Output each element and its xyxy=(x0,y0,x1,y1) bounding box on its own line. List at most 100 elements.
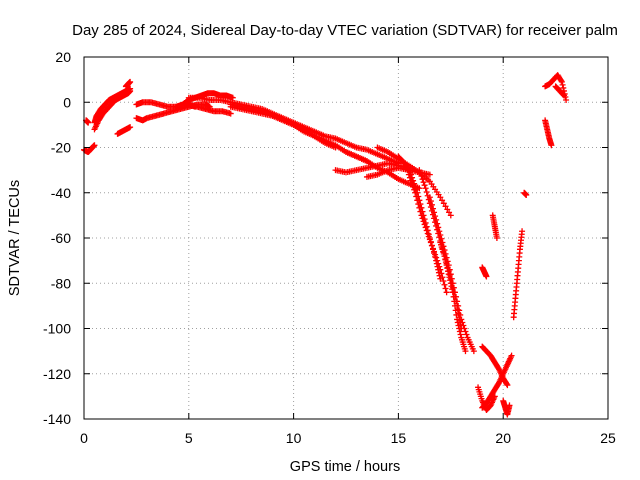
x-tick-label: 0 xyxy=(80,430,88,446)
series-arc-z xyxy=(475,384,498,413)
data-point xyxy=(406,174,413,181)
data-point xyxy=(420,179,427,186)
series-arc-v xyxy=(479,264,490,280)
data-point xyxy=(451,302,458,309)
data-point xyxy=(91,142,98,149)
data-point xyxy=(442,256,449,263)
y-tick-label: -100 xyxy=(43,321,71,337)
series-arc-u xyxy=(449,289,469,355)
y-tick-label: -120 xyxy=(43,366,71,382)
y-tick-label: -80 xyxy=(51,275,71,291)
data-point xyxy=(439,197,446,204)
data-point xyxy=(493,235,500,241)
data-point xyxy=(519,228,526,235)
data-point xyxy=(447,277,454,284)
series-arc-x xyxy=(479,343,511,389)
data-point xyxy=(548,142,555,149)
chart-title: Day 285 of 2024, Sidereal Day-to-day VTE… xyxy=(72,22,618,39)
data-point xyxy=(127,78,134,85)
data-point xyxy=(422,185,429,192)
series-arc-w xyxy=(489,212,500,241)
y-tick-label: -60 xyxy=(51,230,71,246)
data-point xyxy=(491,393,498,400)
data-point xyxy=(434,257,441,264)
series-arc-ad xyxy=(542,117,555,149)
data-point xyxy=(417,170,424,177)
y-tick-label: -40 xyxy=(51,185,71,201)
data-point xyxy=(416,204,423,211)
data-point xyxy=(444,265,451,272)
data-point xyxy=(426,194,433,201)
data-point xyxy=(560,91,567,98)
data-point xyxy=(438,235,445,242)
axis-ticks-layer xyxy=(83,56,609,420)
data-marks-layer xyxy=(81,72,570,418)
y-axis-title: SDTVAR / TECUs xyxy=(7,180,23,296)
data-point xyxy=(432,251,439,258)
data-point xyxy=(426,171,433,178)
data-point xyxy=(442,285,449,292)
data-point xyxy=(421,221,428,228)
data-point xyxy=(463,331,470,338)
data-point xyxy=(332,144,339,151)
series-arc-j xyxy=(185,101,234,117)
data-point xyxy=(504,382,511,389)
data-point xyxy=(414,197,421,204)
data-point xyxy=(503,380,510,387)
data-point xyxy=(417,208,424,215)
data-point xyxy=(411,186,418,193)
data-point xyxy=(448,283,455,290)
series-arc-ab xyxy=(510,228,526,321)
data-point xyxy=(559,81,566,88)
data-point xyxy=(85,119,92,126)
data-point xyxy=(447,280,454,287)
data-point xyxy=(428,242,435,249)
series-arc-g xyxy=(173,90,236,110)
x-tick-label: 5 xyxy=(185,430,193,446)
data-point xyxy=(427,198,434,205)
data-point xyxy=(462,328,469,335)
data-point xyxy=(441,253,448,260)
data-point xyxy=(420,218,427,225)
data-point xyxy=(443,289,450,296)
data-point xyxy=(443,262,450,269)
data-point xyxy=(433,254,440,261)
series-arc-ac xyxy=(521,189,530,199)
data-point xyxy=(449,286,456,293)
data-point xyxy=(444,206,451,213)
data-point xyxy=(435,260,442,267)
data-point xyxy=(441,281,448,288)
series-arc-t xyxy=(437,239,456,296)
series-arc-early xyxy=(81,142,98,156)
data-point xyxy=(446,209,453,216)
data-point xyxy=(437,194,444,201)
x-tick-label: 15 xyxy=(391,430,407,446)
data-point xyxy=(483,273,490,280)
data-point xyxy=(418,173,425,180)
series-arc-d xyxy=(114,124,134,137)
data-point xyxy=(427,239,434,246)
data-point xyxy=(445,268,452,275)
x-axis-title: GPS time / hours xyxy=(290,459,400,475)
data-point xyxy=(423,188,430,195)
data-point xyxy=(437,266,444,273)
data-point xyxy=(435,224,442,231)
data-point xyxy=(442,259,449,266)
data-point xyxy=(422,224,429,231)
series-arc-h xyxy=(185,94,402,167)
data-point xyxy=(436,263,443,270)
data-point xyxy=(558,78,565,85)
data-point xyxy=(431,248,438,255)
y-tick-label: 20 xyxy=(55,49,71,65)
data-point xyxy=(506,402,513,409)
data-point xyxy=(405,171,412,178)
data-point xyxy=(434,220,441,227)
data-point xyxy=(455,322,462,329)
series-arc-b xyxy=(91,87,134,133)
x-tick-label: 25 xyxy=(600,430,616,446)
data-point xyxy=(456,328,463,335)
data-point xyxy=(410,183,417,190)
data-point xyxy=(447,212,454,219)
data-point xyxy=(470,348,477,355)
